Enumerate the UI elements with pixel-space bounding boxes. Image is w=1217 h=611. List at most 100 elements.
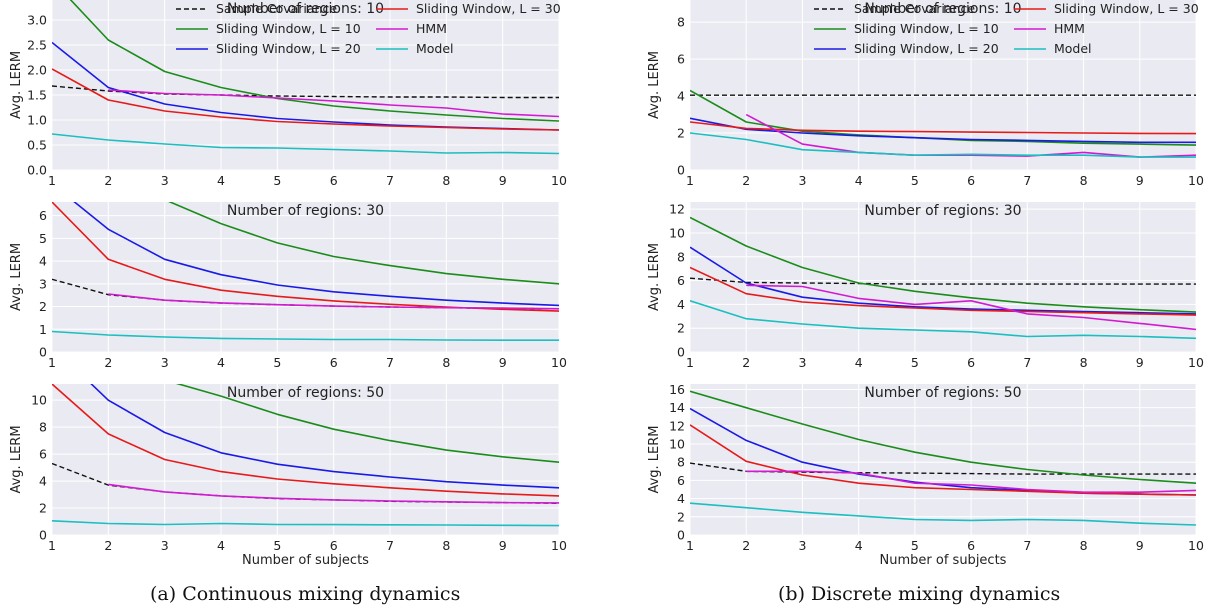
x-tick-label: 7 xyxy=(386,538,394,553)
y-tick-label: 14 xyxy=(669,400,685,415)
y-tick-label: 12 xyxy=(669,418,685,433)
caption-left: (a) Continuous mixing dynamics xyxy=(150,583,461,605)
series-group xyxy=(52,202,559,342)
y-tick-label: 0 xyxy=(677,528,685,543)
x-tick-label: 10 xyxy=(1188,173,1204,188)
x-tick-label: 3 xyxy=(798,538,806,553)
x-tick-label: 9 xyxy=(1136,538,1144,553)
y-tick-label: 2 xyxy=(677,509,685,524)
series-line xyxy=(69,0,559,122)
chart-title: Number of regions: 50 xyxy=(227,385,384,401)
x-tick-label: 1 xyxy=(686,538,694,553)
y-tick-label: 4 xyxy=(677,491,685,506)
x-tick-label: 3 xyxy=(798,173,806,188)
y-tick-label: 4 xyxy=(677,89,685,104)
legend: Sample Covariance Sliding Window, L = 10 S… xyxy=(176,1,561,56)
x-tick-label: 1 xyxy=(48,355,56,370)
chart-panel-1: 0.0 0.5 1.0 1.5 2.0 2.5 3.0 1 2 3 4 5 6 7 8 9 10 Number o… xyxy=(9,0,567,188)
series-group xyxy=(52,0,559,155)
x-tick-label: 4 xyxy=(855,173,863,188)
series-line xyxy=(175,384,559,463)
x-tick-label: 10 xyxy=(551,538,567,553)
series-line xyxy=(108,89,559,118)
x-tick-label: 5 xyxy=(911,538,919,553)
legend-label: Sliding Window, L = 30 xyxy=(1054,1,1199,16)
y-tick-label: 10 xyxy=(669,225,685,240)
y-axis-label: Avg. LERM xyxy=(9,243,24,311)
series-line xyxy=(52,330,559,342)
x-tick-label: 6 xyxy=(967,355,975,370)
series-line xyxy=(73,202,559,307)
y-tick-label: 6 xyxy=(39,447,47,462)
x-tick-label: 2 xyxy=(104,538,112,553)
series-line xyxy=(690,216,1196,313)
y-tick-label: 0 xyxy=(39,345,47,360)
x-tick-label: 6 xyxy=(967,538,975,553)
x-tick-label: 10 xyxy=(1188,355,1204,370)
y-tick-label: 8 xyxy=(39,420,47,435)
chart-title: Number of regions: 10 xyxy=(864,1,1021,17)
series-line xyxy=(108,293,559,310)
x-tick-label: 10 xyxy=(551,173,567,188)
y-tick-label: 16 xyxy=(669,382,685,397)
x-tick-label: 4 xyxy=(217,355,225,370)
x-tick-label: 1 xyxy=(48,173,56,188)
y-tick-label: 4 xyxy=(39,474,47,489)
x-tick-label: 1 xyxy=(686,355,694,370)
y-tick-label: 0 xyxy=(677,163,685,178)
chart-title: Number of regions: 30 xyxy=(864,203,1021,219)
y-tick-label: 6 xyxy=(39,208,47,223)
y-tick-label: 2 xyxy=(39,299,47,314)
series-line xyxy=(690,277,1196,285)
chart-panel-4: 0 2 4 6 8 1 2 3 4 5 6 7 8 9 10 Number of regions: 10 Avg… xyxy=(647,0,1204,188)
x-tick-label: 7 xyxy=(1023,173,1031,188)
x-tick-label: 1 xyxy=(48,538,56,553)
legend-label: Sliding Window, L = 10 xyxy=(216,21,361,36)
x-tick-label: 2 xyxy=(104,173,112,188)
y-tick-label: 0 xyxy=(677,345,685,360)
plot-background xyxy=(52,384,559,535)
series-line xyxy=(746,470,1196,494)
y-tick-label: 5 xyxy=(39,231,47,246)
x-axis-label: Number of subjects xyxy=(242,553,369,568)
x-tick-label: 6 xyxy=(330,173,338,188)
x-tick-label: 3 xyxy=(161,173,169,188)
x-tick-label: 8 xyxy=(442,355,450,370)
x-tick-label: 7 xyxy=(1023,538,1031,553)
y-tick-label: 1.0 xyxy=(27,113,47,128)
legend-label: HMM xyxy=(416,21,447,36)
series-line xyxy=(168,202,559,285)
y-tick-label: 3.0 xyxy=(27,13,47,28)
y-tick-label: 6 xyxy=(677,52,685,67)
series-line xyxy=(690,117,1196,144)
series-group xyxy=(690,89,1196,158)
x-tick-label: 5 xyxy=(273,538,281,553)
legend-label: Sliding Window, L = 10 xyxy=(854,21,999,36)
series-line xyxy=(52,68,559,131)
x-tick-label: 6 xyxy=(967,173,975,188)
y-tick-label: 2.0 xyxy=(27,63,47,78)
y-axis-label: Avg. LERM xyxy=(647,243,662,311)
series-line xyxy=(690,502,1196,526)
x-tick-label: 4 xyxy=(217,538,225,553)
x-tick-label: 4 xyxy=(855,355,863,370)
x-tick-label: 2 xyxy=(742,538,750,553)
x-tick-label: 8 xyxy=(1080,538,1088,553)
y-tick-label: 0 xyxy=(39,528,47,543)
y-tick-label: 4 xyxy=(677,297,685,312)
legend-label: Model xyxy=(1054,41,1092,56)
legend: Sample Covariance Sliding Window, L = 10 S… xyxy=(814,1,1199,56)
x-tick-label: 9 xyxy=(499,355,507,370)
y-tick-label: 8 xyxy=(677,15,685,30)
y-tick-label: 8 xyxy=(677,455,685,470)
series-line xyxy=(52,133,559,155)
x-tick-label: 9 xyxy=(1136,355,1144,370)
series-group xyxy=(52,384,559,527)
y-tick-label: 0.5 xyxy=(27,138,47,153)
legend-label: Sliding Window, L = 20 xyxy=(216,41,361,56)
x-tick-label: 6 xyxy=(330,355,338,370)
